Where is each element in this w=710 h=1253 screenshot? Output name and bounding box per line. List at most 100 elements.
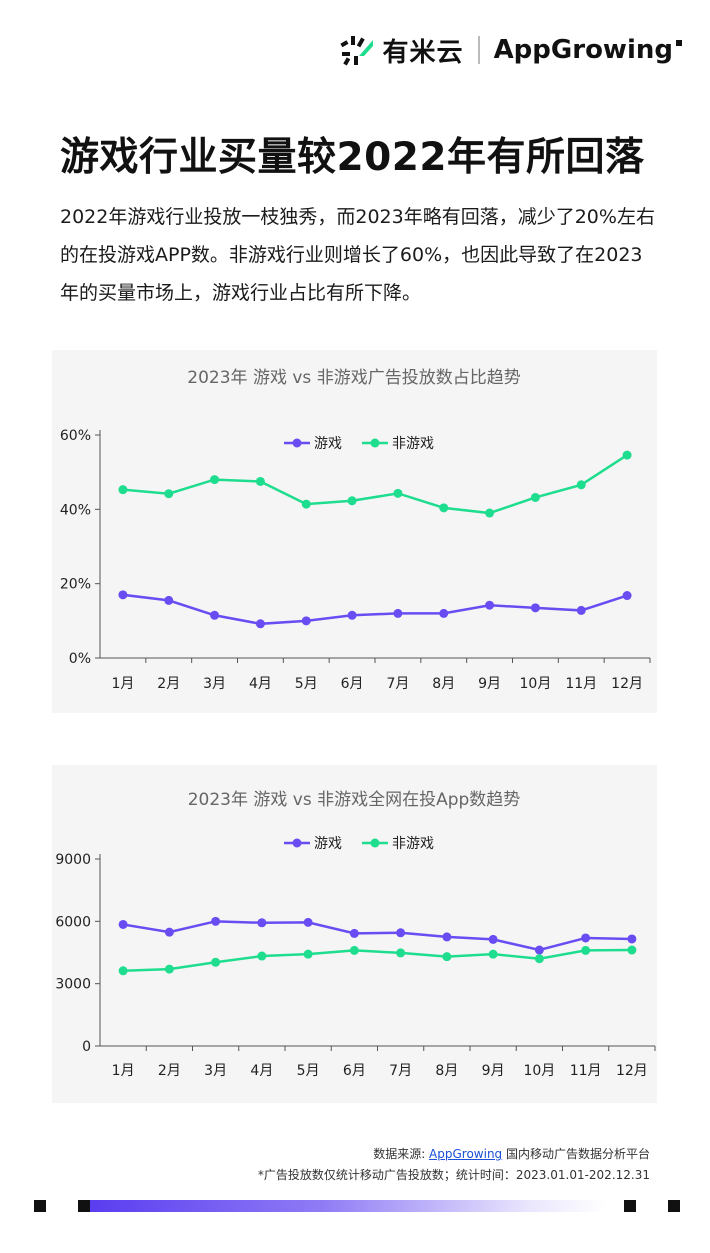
data-point-nongame bbox=[255, 476, 265, 486]
page-title: 游戏行业买量较2022年有所回落 bbox=[60, 135, 645, 180]
data-point-nongame bbox=[257, 951, 267, 961]
appgrowing-logo: AppGrowing bbox=[494, 35, 682, 65]
source-link[interactable]: AppGrowing bbox=[429, 1147, 503, 1161]
data-point-nongame bbox=[439, 503, 449, 513]
data-point-game bbox=[581, 933, 591, 943]
data-point-nongame bbox=[211, 957, 221, 967]
data-point-game bbox=[349, 928, 359, 938]
data-point-nongame bbox=[118, 966, 128, 976]
data-point-game bbox=[211, 916, 221, 926]
x-tick-label: 6月 bbox=[341, 676, 364, 692]
x-tick-label: 9月 bbox=[482, 1063, 505, 1079]
x-tick-label: 8月 bbox=[432, 676, 455, 692]
data-point-nongame bbox=[118, 485, 128, 495]
data-point-game bbox=[627, 934, 637, 944]
legend-label: 非游戏 bbox=[392, 436, 434, 452]
data-point-game bbox=[439, 608, 449, 618]
chart-share-svg: 2023年 游戏 vs 非游戏广告投放数占比趋势 0% 20% 40% 60% 1月 2月 3… bbox=[60, 368, 651, 692]
bottom-decoration bbox=[0, 1195, 710, 1215]
y-tick-label: 0 bbox=[82, 1039, 91, 1055]
youmi-logo-icon bbox=[339, 36, 373, 66]
data-point-game bbox=[396, 928, 406, 938]
x-tick-label: 2月 bbox=[158, 1063, 181, 1079]
decor-square-left2 bbox=[78, 1200, 90, 1212]
data-point-game bbox=[576, 605, 586, 615]
data-point-nongame bbox=[349, 945, 359, 955]
data-point-game bbox=[301, 616, 311, 626]
x-tick-label: 2月 bbox=[157, 676, 180, 692]
data-point-game bbox=[164, 595, 174, 605]
data-point-game bbox=[442, 932, 452, 942]
y-tick-label: 40% bbox=[60, 502, 91, 518]
data-point-nongame bbox=[581, 945, 591, 955]
data-source: 数据来源: AppGrowing 国内移动广告数据分析平台 bbox=[373, 1145, 650, 1162]
data-point-nongame bbox=[488, 949, 498, 959]
data-point-nongame bbox=[627, 945, 637, 955]
series-line-nongame bbox=[122, 454, 628, 515]
data-point-nongame bbox=[576, 480, 586, 490]
data-point-nongame bbox=[164, 489, 174, 499]
data-point-game bbox=[488, 934, 498, 944]
data-point-game bbox=[118, 919, 128, 929]
chart-card-app-count: 2023年 游戏 vs 非游戏全网在投App数趋势 0 3000 6000 9000 1月… bbox=[52, 765, 657, 1103]
data-point-nongame bbox=[301, 499, 311, 509]
x-tick-label: 1月 bbox=[111, 676, 134, 692]
x-tick-label: 10月 bbox=[523, 1063, 555, 1079]
youmi-brand-text: 有米云 bbox=[382, 37, 464, 68]
chart-card-share: 2023年 游戏 vs 非游戏广告投放数占比趋势 0% 20% 40% 60% 1月 2月 3… bbox=[52, 350, 657, 713]
legend-marker bbox=[370, 438, 380, 448]
data-point-nongame bbox=[442, 952, 452, 962]
data-point-game bbox=[257, 918, 267, 928]
data-point-nongame bbox=[485, 508, 495, 518]
chart-app-count-svg: 2023年 游戏 vs 非游戏全网在投App数趋势 0 3000 6000 9000 1月… bbox=[55, 790, 656, 1079]
chart-title: 2023年 游戏 vs 非游戏全网在投App数趋势 bbox=[188, 790, 521, 810]
data-point-game bbox=[347, 610, 357, 620]
x-tick-label: 12月 bbox=[616, 1063, 648, 1079]
data-point-game bbox=[255, 619, 265, 629]
x-tick-label: 11月 bbox=[565, 676, 597, 692]
legend-label: 游戏 bbox=[314, 436, 342, 452]
header: 有米云 AppGrowing bbox=[339, 28, 682, 72]
series-line-game bbox=[122, 920, 632, 952]
decor-gradient-bar bbox=[90, 1200, 606, 1212]
source-suffix: 国内移动广告数据分析平台 bbox=[502, 1147, 650, 1161]
x-tick-label: 3月 bbox=[204, 1063, 227, 1079]
data-point-nongame bbox=[530, 492, 540, 502]
x-tick-label: 8月 bbox=[435, 1063, 458, 1079]
data-point-game bbox=[622, 591, 632, 601]
appgrowing-brand-text: AppGrowing bbox=[493, 35, 673, 65]
y-tick-label: 9000 bbox=[55, 852, 91, 868]
x-tick-label: 9月 bbox=[478, 676, 501, 692]
youmi-logo: 有米云 bbox=[339, 32, 464, 69]
legend-label: 非游戏 bbox=[392, 836, 434, 852]
x-tick-label: 10月 bbox=[520, 676, 552, 692]
x-tick-label: 12月 bbox=[611, 676, 643, 692]
x-tick-label: 3月 bbox=[203, 676, 226, 692]
data-point-game bbox=[118, 590, 128, 600]
x-tick-label: 6月 bbox=[343, 1063, 366, 1079]
decor-square-left bbox=[34, 1200, 46, 1212]
data-point-game bbox=[164, 927, 174, 937]
footnote: *广告投放数仅统计移动广告投放数；统计时间：2023.01.01-202.12.… bbox=[257, 1168, 650, 1182]
decor-square-right bbox=[624, 1200, 636, 1212]
y-tick-label: 3000 bbox=[55, 977, 91, 993]
x-tick-label: 11月 bbox=[570, 1063, 602, 1079]
data-point-nongame bbox=[347, 496, 357, 506]
data-point-game bbox=[485, 600, 495, 610]
y-tick-label: 60% bbox=[60, 428, 91, 444]
legend-marker bbox=[370, 838, 380, 848]
data-point-nongame bbox=[622, 450, 632, 460]
legend-label: 游戏 bbox=[314, 836, 342, 852]
data-point-game bbox=[210, 610, 220, 620]
data-point-game bbox=[534, 945, 544, 955]
page-description: 2022年游戏行业投放一枝独秀，而2023年略有回落，减少了20%左右的在投游戏… bbox=[60, 206, 655, 304]
data-point-nongame bbox=[534, 954, 544, 964]
legend-marker bbox=[292, 838, 302, 848]
data-point-game bbox=[303, 917, 313, 927]
y-tick-label: 6000 bbox=[55, 914, 91, 930]
x-tick-label: 7月 bbox=[386, 676, 409, 692]
series-line-nongame bbox=[123, 948, 632, 973]
chart-title: 2023年 游戏 vs 非游戏广告投放数占比趋势 bbox=[187, 368, 520, 388]
data-point-nongame bbox=[393, 488, 403, 498]
x-tick-label: 5月 bbox=[297, 1063, 320, 1079]
